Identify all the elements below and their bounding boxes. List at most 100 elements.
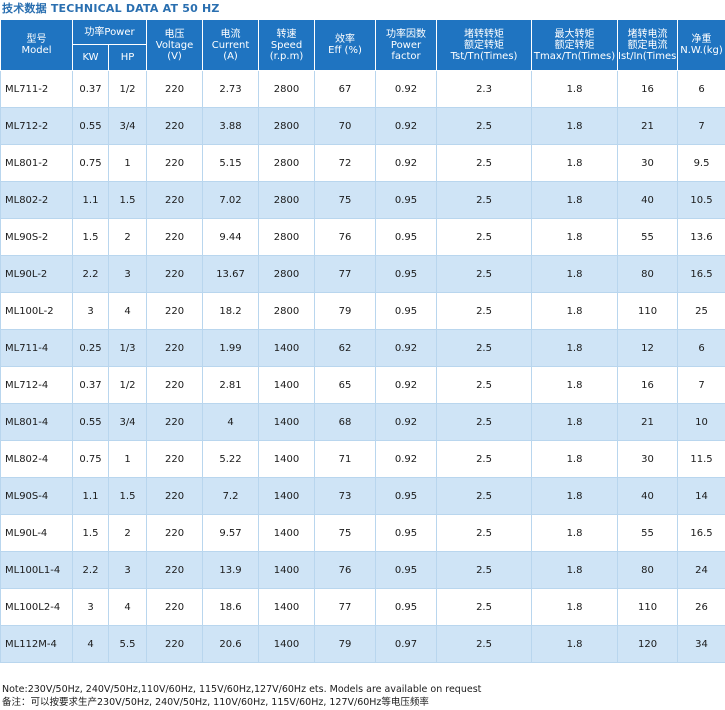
cell-power-factor: 0.95 xyxy=(376,256,437,293)
cell-hp: 1.5 xyxy=(109,478,147,515)
page-heading: 技术数据 TECHNICAL DATA AT 50 HZ xyxy=(2,0,220,18)
cell-voltage: 220 xyxy=(147,626,203,663)
cell-model: ML802-2 xyxy=(1,182,73,219)
cell-speed: 1400 xyxy=(259,589,315,626)
cell-power-factor: 0.95 xyxy=(376,293,437,330)
cell-efficiency: 77 xyxy=(315,256,376,293)
cell-net-weight: 6 xyxy=(678,71,725,108)
cell-speed: 1400 xyxy=(259,626,315,663)
cell-speed: 1400 xyxy=(259,441,315,478)
cell-model: ML100L1-4 xyxy=(1,552,73,589)
cell-kw: 0.25 xyxy=(73,330,109,367)
cell-model: ML801-4 xyxy=(1,404,73,441)
cell-current: 18.2 xyxy=(203,293,259,330)
cell-starting-current: 30 xyxy=(618,145,678,182)
cell-kw: 0.55 xyxy=(73,108,109,145)
cell-starting-current: 110 xyxy=(618,589,678,626)
cell-max-torque: 1.8 xyxy=(532,626,618,663)
cell-net-weight: 10.5 xyxy=(678,182,725,219)
cell-starting-torque: 2.5 xyxy=(437,330,532,367)
cell-current: 7.02 xyxy=(203,182,259,219)
cell-power-factor: 0.95 xyxy=(376,478,437,515)
cell-kw: 4 xyxy=(73,626,109,663)
cell-power-factor: 0.92 xyxy=(376,441,437,478)
cell-speed: 2800 xyxy=(259,145,315,182)
cell-net-weight: 7 xyxy=(678,108,725,145)
cell-model: ML112M-4 xyxy=(1,626,73,663)
cell-hp: 5.5 xyxy=(109,626,147,663)
cell-efficiency: 77 xyxy=(315,589,376,626)
cell-efficiency: 70 xyxy=(315,108,376,145)
cell-starting-torque: 2.5 xyxy=(437,256,532,293)
cell-net-weight: 11.5 xyxy=(678,441,725,478)
cell-power-factor: 0.95 xyxy=(376,515,437,552)
cell-starting-torque: 2.5 xyxy=(437,552,532,589)
cell-kw: 0.75 xyxy=(73,441,109,478)
cell-hp: 3/4 xyxy=(109,404,147,441)
note-chinese: 备注：可以按要求生产230V/50Hz, 240V/50Hz, 110V/60H… xyxy=(2,696,429,710)
cell-speed: 2800 xyxy=(259,256,315,293)
cell-starting-torque: 2.5 xyxy=(437,441,532,478)
cell-voltage: 220 xyxy=(147,219,203,256)
note-english: Note:230V/50Hz, 240V/50Hz,110V/60Hz, 115… xyxy=(2,683,481,697)
cell-model: ML90S-4 xyxy=(1,478,73,515)
cell-voltage: 220 xyxy=(147,441,203,478)
cell-current: 9.44 xyxy=(203,219,259,256)
cell-efficiency: 71 xyxy=(315,441,376,478)
cell-starting-current: 21 xyxy=(618,404,678,441)
cell-starting-torque: 2.5 xyxy=(437,293,532,330)
cell-efficiency: 65 xyxy=(315,367,376,404)
cell-starting-torque: 2.5 xyxy=(437,626,532,663)
cell-voltage: 220 xyxy=(147,71,203,108)
cell-voltage: 220 xyxy=(147,293,203,330)
cell-net-weight: 10 xyxy=(678,404,725,441)
cell-current: 20.6 xyxy=(203,626,259,663)
cell-efficiency: 68 xyxy=(315,404,376,441)
cell-voltage: 220 xyxy=(147,145,203,182)
cell-starting-current: 40 xyxy=(618,478,678,515)
cell-kw: 1.1 xyxy=(73,182,109,219)
cell-starting-current: 30 xyxy=(618,441,678,478)
cell-current: 1.99 xyxy=(203,330,259,367)
cell-hp: 3 xyxy=(109,256,147,293)
cell-voltage: 220 xyxy=(147,515,203,552)
cell-speed: 2800 xyxy=(259,219,315,256)
cell-power-factor: 0.92 xyxy=(376,404,437,441)
cell-max-torque: 1.8 xyxy=(532,589,618,626)
cell-speed: 1400 xyxy=(259,478,315,515)
cell-hp: 1/2 xyxy=(109,71,147,108)
cell-hp: 1/2 xyxy=(109,367,147,404)
cell-current: 7.2 xyxy=(203,478,259,515)
cell-power-factor: 0.97 xyxy=(376,626,437,663)
cell-voltage: 220 xyxy=(147,182,203,219)
cell-starting-torque: 2.5 xyxy=(437,515,532,552)
cell-kw: 0.37 xyxy=(73,71,109,108)
cell-starting-torque: 2.5 xyxy=(437,182,532,219)
cell-net-weight: 9.5 xyxy=(678,145,725,182)
cell-current: 18.6 xyxy=(203,589,259,626)
cell-hp: 2 xyxy=(109,219,147,256)
cell-net-weight: 14 xyxy=(678,478,725,515)
header-power: 功率Power xyxy=(73,20,147,45)
cell-hp: 3 xyxy=(109,552,147,589)
cell-kw: 3 xyxy=(73,589,109,626)
cell-starting-current: 55 xyxy=(618,515,678,552)
cell-efficiency: 79 xyxy=(315,293,376,330)
cell-starting-torque: 2.5 xyxy=(437,589,532,626)
cell-current: 9.57 xyxy=(203,515,259,552)
cell-efficiency: 72 xyxy=(315,145,376,182)
cell-power-factor: 0.92 xyxy=(376,145,437,182)
cell-max-torque: 1.8 xyxy=(532,441,618,478)
